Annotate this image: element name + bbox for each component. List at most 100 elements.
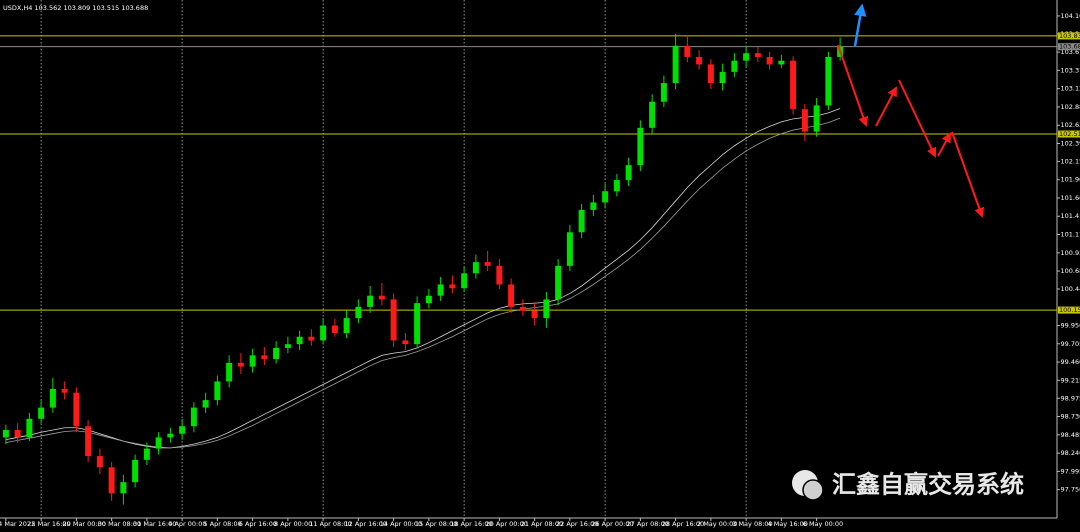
x-tick-label: 12 Apr 16:00: [345, 520, 387, 528]
arrow: [951, 131, 985, 218]
candle-body: [378, 295, 385, 300]
candle-body: [261, 355, 268, 360]
y-tick-label: 101.170: [1061, 231, 1080, 239]
y-tick-label: 103.125: [1061, 85, 1080, 93]
x-tick-label: 29 Mar 00:00: [63, 520, 106, 528]
candle-body: [38, 407, 45, 419]
candle-body: [719, 71, 726, 84]
watermark-text: 汇鑫自赢交易系统: [832, 470, 1024, 498]
price-level-box: [1058, 32, 1080, 40]
y-tick-label: 101.905: [1061, 176, 1080, 184]
candle-body: [132, 459, 139, 483]
candle-body: [660, 83, 667, 102]
x-tick-label: 5 Apr 08:00: [204, 520, 242, 528]
arrow: [853, 3, 867, 47]
x-tick-label: 28 Apr 16:00: [662, 520, 704, 528]
candle-body: [613, 180, 620, 192]
y-tick-label: 100.680: [1061, 267, 1080, 275]
candle-body: [143, 448, 150, 460]
y-tick-label: 101.415: [1061, 212, 1080, 220]
x-tick-label: 18 Apr 16:00: [450, 520, 492, 528]
candle-body: [226, 362, 233, 382]
x-tick-label: 14 Apr 00:00: [380, 520, 422, 528]
candle-body: [602, 191, 609, 203]
candle-body: [179, 426, 186, 434]
candle-body: [508, 284, 515, 307]
candle-body: [402, 340, 409, 345]
candle-body: [731, 60, 738, 72]
y-tick-label: 103.615: [1061, 48, 1080, 56]
candle-body: [355, 306, 362, 319]
x-tick-label: 15 Apr 08:00: [415, 520, 457, 528]
x-tick-label: 31 Mar 16:00: [133, 520, 176, 528]
x-tick-label: 11 Apr 08:00: [309, 520, 351, 528]
candle-body: [743, 53, 750, 61]
x-tick-label: 30 Mar 08:00: [98, 520, 141, 528]
price-level-label: 103.832: [1059, 32, 1080, 40]
candle-body: [543, 299, 550, 319]
x-tick-label: 2 May 00:00: [697, 520, 737, 528]
candle-body: [190, 407, 197, 427]
candle-body: [461, 273, 468, 289]
candle-body: [14, 429, 21, 438]
price-level-box: [1058, 43, 1080, 51]
candle-body: [237, 362, 244, 367]
candle-body: [284, 344, 291, 348]
candle-body: [73, 392, 80, 427]
y-tick-label: 101.660: [1061, 194, 1080, 202]
y-tick-label: 99.950: [1061, 322, 1080, 330]
candle-body: [778, 60, 785, 65]
candle-body: [825, 56, 832, 106]
y-tick-label: 102.635: [1061, 121, 1080, 129]
candle-body: [672, 45, 679, 84]
candle-body: [484, 262, 491, 266]
price-level-label: 103.688: [1059, 43, 1080, 51]
candle-body: [696, 56, 703, 65]
y-tick-label: 98.485: [1061, 431, 1080, 439]
x-tick-label: 20 Apr 00:00: [486, 520, 528, 528]
x-tick-label: 21 Apr 08:00: [521, 520, 563, 528]
candle-body: [555, 265, 562, 300]
y-tick-label: 99.705: [1061, 340, 1080, 348]
y-tick-label: 97.995: [1061, 467, 1080, 475]
moving-average: [5, 117, 841, 449]
y-tick-label: 97.750: [1061, 486, 1080, 494]
x-tick-label: 8 Apr 00:00: [274, 520, 312, 528]
candle-body: [684, 45, 691, 57]
candle-body: [472, 262, 479, 274]
candle-body: [155, 437, 162, 449]
price-level-label: 102.517: [1059, 130, 1080, 138]
candle-body: [637, 127, 644, 166]
candle-body: [766, 56, 773, 65]
candle-body: [61, 388, 68, 393]
y-tick-label: 99.215: [1061, 376, 1080, 384]
moving-average: [5, 108, 841, 449]
candle-body: [108, 467, 115, 494]
watermark-icon: [802, 479, 824, 501]
candle-body: [801, 109, 808, 132]
candle-body: [437, 284, 444, 296]
arrow: [898, 79, 937, 158]
arrow: [875, 86, 897, 127]
candle-body: [26, 418, 33, 438]
y-tick-label: 102.150: [1061, 157, 1080, 165]
candle-body: [308, 336, 315, 341]
arrow: [837, 44, 869, 127]
candle-body: [202, 400, 209, 408]
y-tick-label: 99.460: [1061, 358, 1080, 366]
candle-body: [49, 388, 56, 408]
candle-body: [531, 310, 538, 319]
x-tick-label: 6 May 00:00: [803, 520, 843, 528]
candle-body: [590, 202, 597, 210]
candle-body: [296, 336, 303, 345]
candle-body: [343, 318, 350, 333]
y-tick-label: 100.440: [1061, 285, 1080, 293]
x-tick-label: 24 Mar 2022: [0, 520, 35, 528]
candle-body: [790, 60, 797, 110]
candle-body: [120, 482, 127, 494]
y-tick-label: 102.390: [1061, 140, 1080, 148]
y-tick-label: 102.880: [1061, 103, 1080, 111]
candle-body: [449, 284, 456, 289]
